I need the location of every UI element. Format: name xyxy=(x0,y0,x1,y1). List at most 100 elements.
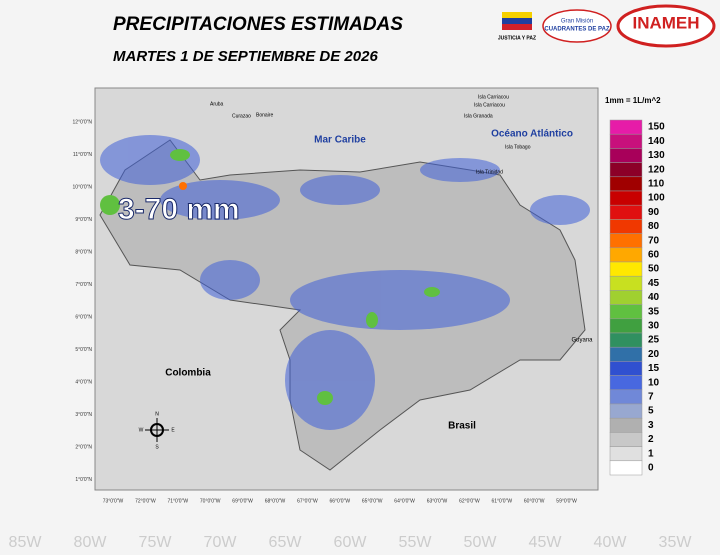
legend-swatch xyxy=(609,304,643,320)
lon-label: 61°0'0"W xyxy=(492,498,513,504)
lat-label: 2°0'0"N xyxy=(75,444,92,450)
country-label: Brasil xyxy=(448,421,476,432)
legend-label: 60 xyxy=(648,250,660,261)
logo-cuadrantes: Gran Misión CUADRANTES DE PAZ xyxy=(542,9,612,43)
place-label: Curazao xyxy=(232,113,251,119)
legend-label: 45 xyxy=(648,278,660,289)
sea-label: Mar Caribe xyxy=(314,135,366,146)
background-label: 55W xyxy=(399,534,433,551)
background-label: 70W xyxy=(204,534,238,551)
map: 3-70 mm Mar Caribe Océano Atlántico Colo… xyxy=(94,87,599,491)
lat-label: 8°0'0"N xyxy=(75,249,92,255)
lon-label: 60°0'0"W xyxy=(524,498,545,504)
legend-label: 70 xyxy=(648,235,660,246)
lat-label: 6°0'0"N xyxy=(75,314,92,320)
legend-swatch xyxy=(609,332,643,348)
country-label: Guyana xyxy=(571,338,593,344)
rain-areas xyxy=(100,135,590,430)
place-label: Bonaire xyxy=(256,112,273,118)
legend-swatch xyxy=(609,389,643,405)
legend-swatch xyxy=(609,275,643,291)
background-label: 60W xyxy=(334,534,368,551)
lat-label: 11°0'0"N xyxy=(73,152,92,158)
legend-label: 110 xyxy=(648,179,665,190)
legend-swatch xyxy=(609,261,643,277)
subtitle: MARTES 1 DE SEPTIEMBRE DE 2026 xyxy=(113,48,378,65)
logo-text: Gran Misión xyxy=(561,19,593,25)
lat-label: 9°0'0"N xyxy=(75,217,92,223)
logo-text: INAMEH xyxy=(632,13,699,32)
lat-label: 3°0'0"N xyxy=(75,412,92,418)
background-label: 80W xyxy=(74,534,108,551)
legend-swatch xyxy=(609,119,643,135)
legend-label: 10 xyxy=(648,377,660,388)
place-label: Isla Trinidad xyxy=(476,169,503,175)
range-label: 3-70 mm xyxy=(118,193,240,226)
legend-swatch xyxy=(609,133,643,149)
legend-label: 7 xyxy=(648,392,654,403)
lon-label: 59°0'0"W xyxy=(556,498,577,504)
legend-swatch xyxy=(609,290,643,305)
lat-label: 5°0'0"N xyxy=(75,347,92,353)
legend-swatch xyxy=(609,204,643,220)
lon-label: 62°0'0"W xyxy=(459,498,480,504)
legend-label: 100 xyxy=(648,193,665,204)
background-label: 40W xyxy=(594,534,628,551)
rain-cores xyxy=(100,149,440,405)
legend-label: 5 xyxy=(648,406,654,417)
lat-label: 7°0'0"N xyxy=(75,282,92,288)
legend-swatch xyxy=(609,346,643,362)
legend-swatch xyxy=(609,432,643,447)
legend-label: 0 xyxy=(648,463,654,474)
lon-label: 73°0'0"W xyxy=(103,498,124,504)
legend-label: 20 xyxy=(648,349,660,360)
background-label: 85W xyxy=(9,534,43,551)
lon-label: 68°0'0"W xyxy=(265,498,286,504)
logo-text: JUSTICIA Y PAZ xyxy=(498,35,536,41)
legend-label: 80 xyxy=(648,221,660,232)
lat-label: 1°0'0"N xyxy=(75,477,92,483)
background-label: 45W xyxy=(529,534,563,551)
place-label: Aruba xyxy=(210,101,224,107)
legend-label: 40 xyxy=(648,292,660,303)
logo-text: CUADRANTES DE PAZ xyxy=(544,27,610,33)
lat-label: 12°0'0"N xyxy=(73,119,93,125)
legend-label: 25 xyxy=(648,335,660,346)
legend-swatch xyxy=(609,148,643,163)
legend-unit: 1mm = 1L/m^2 xyxy=(605,96,661,105)
place-label: Isla Carriacou xyxy=(478,94,509,100)
lon-label: 64°0'0"W xyxy=(394,498,415,504)
lon-label: 63°0'0"W xyxy=(427,498,448,504)
lon-label: 70°0'0"W xyxy=(200,498,221,504)
compass-label: E xyxy=(171,427,175,433)
background-label: 65W xyxy=(269,534,303,551)
place-label: Isla Tobago xyxy=(505,144,531,150)
place-label: Isla Granada xyxy=(464,113,493,119)
legend-swatch xyxy=(609,375,643,391)
legend-label: 140 xyxy=(648,136,665,147)
legend-swatch xyxy=(609,176,643,192)
lon-label: 71°0'0"W xyxy=(168,498,189,504)
legend-label: 3 xyxy=(648,420,654,431)
background-label: 50W xyxy=(464,534,498,551)
legend-swatch xyxy=(609,219,643,234)
lon-label: 72°0'0"W xyxy=(135,498,156,504)
lat-label: 4°0'0"N xyxy=(75,379,92,385)
legend-label: 1 xyxy=(648,448,654,459)
legend-swatch xyxy=(609,190,643,206)
compass-label: N xyxy=(155,411,159,417)
legend-swatch xyxy=(609,403,643,419)
legend-swatch xyxy=(609,162,643,178)
legend-label: 150 xyxy=(648,122,665,133)
legend-label: 120 xyxy=(648,164,665,175)
compass-label: W xyxy=(139,427,144,433)
rain-core xyxy=(179,182,187,190)
lon-label: 66°0'0"W xyxy=(330,498,351,504)
legend-label: 2 xyxy=(648,434,654,445)
legend-label: 30 xyxy=(648,321,660,332)
logo-inameh: INAMEH xyxy=(616,4,716,48)
lon-label: 67°0'0"W xyxy=(297,498,318,504)
background-label: 35W xyxy=(659,534,693,551)
legend-label: 15 xyxy=(648,363,660,374)
legend-swatch xyxy=(609,318,643,334)
